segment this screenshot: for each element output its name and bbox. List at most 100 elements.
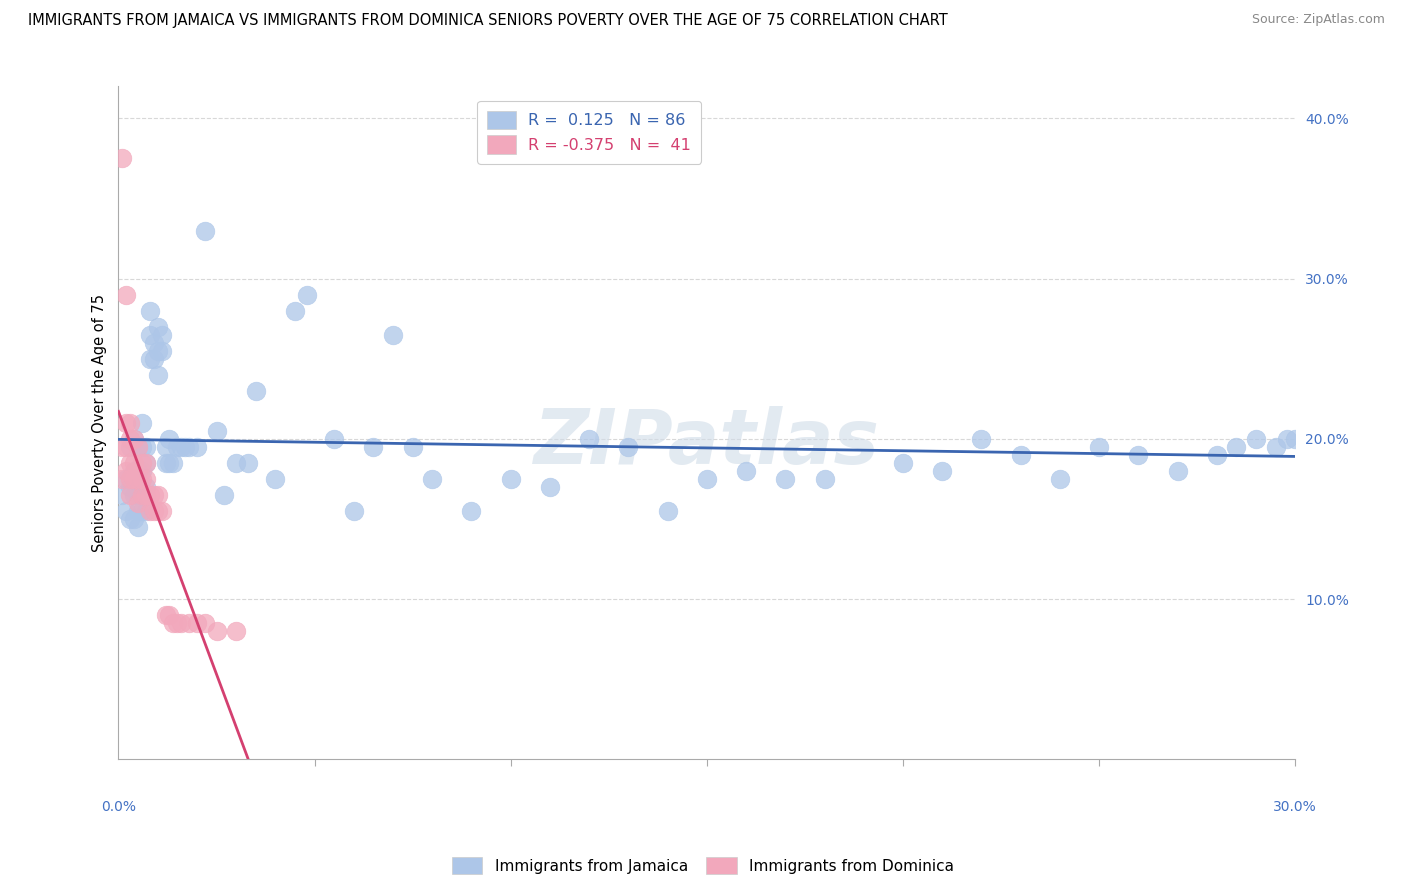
Point — [245, 384, 267, 398]
Point — [135, 504, 157, 518]
Point — [139, 488, 162, 502]
Point — [174, 440, 197, 454]
Point — [146, 319, 169, 334]
Point — [499, 472, 522, 486]
Text: ZIPatlas: ZIPatlas — [534, 406, 880, 480]
Point — [1167, 464, 1189, 478]
Point — [225, 456, 247, 470]
Point — [120, 456, 142, 470]
Text: 30.0%: 30.0% — [1274, 800, 1317, 814]
Point — [115, 287, 138, 301]
Point — [162, 616, 184, 631]
Point — [122, 472, 145, 486]
Point — [120, 432, 142, 446]
Point — [131, 488, 153, 502]
Point — [205, 624, 228, 639]
Point — [111, 440, 134, 454]
Point — [775, 472, 797, 486]
Point — [363, 440, 385, 454]
Point — [131, 488, 153, 502]
Point — [111, 152, 134, 166]
Legend: R =  0.125   N = 86, R = -0.375   N =  41: R = 0.125 N = 86, R = -0.375 N = 41 — [478, 101, 702, 163]
Point — [813, 472, 835, 486]
Point — [177, 440, 200, 454]
Point — [186, 616, 208, 631]
Point — [170, 616, 193, 631]
Point — [295, 287, 318, 301]
Point — [578, 432, 600, 446]
Point — [142, 488, 165, 502]
Point — [122, 512, 145, 526]
Point — [146, 504, 169, 518]
Point — [657, 504, 679, 518]
Point — [382, 327, 405, 342]
Point — [159, 608, 181, 623]
Point — [194, 616, 217, 631]
Point — [1303, 432, 1326, 446]
Point — [1088, 440, 1111, 454]
Point — [1277, 432, 1299, 446]
Point — [970, 432, 993, 446]
Point — [150, 504, 173, 518]
Point — [127, 488, 149, 502]
Text: Source: ZipAtlas.com: Source: ZipAtlas.com — [1251, 13, 1385, 27]
Point — [146, 368, 169, 382]
Point — [127, 440, 149, 454]
Point — [139, 351, 162, 366]
Point — [159, 456, 181, 470]
Point — [135, 456, 157, 470]
Point — [122, 432, 145, 446]
Point — [135, 456, 157, 470]
Point — [127, 496, 149, 510]
Point — [131, 416, 153, 430]
Point — [142, 351, 165, 366]
Point — [170, 440, 193, 454]
Point — [120, 512, 142, 526]
Point — [343, 504, 366, 518]
Point — [323, 432, 346, 446]
Point — [891, 456, 914, 470]
Point — [120, 416, 142, 430]
Point — [115, 464, 138, 478]
Point — [146, 343, 169, 358]
Point — [155, 440, 177, 454]
Point — [1264, 440, 1286, 454]
Point — [155, 456, 177, 470]
Point — [120, 472, 142, 486]
Text: 0.0%: 0.0% — [101, 800, 136, 814]
Point — [205, 424, 228, 438]
Point — [120, 440, 142, 454]
Point — [931, 464, 953, 478]
Point — [127, 440, 149, 454]
Point — [115, 416, 138, 430]
Point — [735, 464, 758, 478]
Point — [139, 504, 162, 518]
Point — [1205, 448, 1227, 462]
Y-axis label: Seniors Poverty Over the Age of 75: Seniors Poverty Over the Age of 75 — [93, 293, 107, 552]
Legend: Immigrants from Jamaica, Immigrants from Dominica: Immigrants from Jamaica, Immigrants from… — [446, 851, 960, 880]
Text: IMMIGRANTS FROM JAMAICA VS IMMIGRANTS FROM DOMINICA SENIORS POVERTY OVER THE AGE: IMMIGRANTS FROM JAMAICA VS IMMIGRANTS FR… — [28, 13, 948, 29]
Point — [1225, 440, 1247, 454]
Point — [131, 456, 153, 470]
Point — [225, 624, 247, 639]
Point — [162, 456, 184, 470]
Point — [1284, 432, 1306, 446]
Point — [111, 488, 134, 502]
Point — [115, 504, 138, 518]
Point — [284, 303, 307, 318]
Point — [159, 432, 181, 446]
Point — [115, 472, 138, 486]
Point — [127, 504, 149, 518]
Point — [122, 464, 145, 478]
Point — [194, 223, 217, 237]
Point — [122, 456, 145, 470]
Point — [139, 303, 162, 318]
Point — [1323, 440, 1346, 454]
Point — [135, 488, 157, 502]
Point — [1010, 448, 1032, 462]
Point — [122, 432, 145, 446]
Point — [135, 472, 157, 486]
Point — [155, 608, 177, 623]
Point — [460, 504, 482, 518]
Point — [122, 488, 145, 502]
